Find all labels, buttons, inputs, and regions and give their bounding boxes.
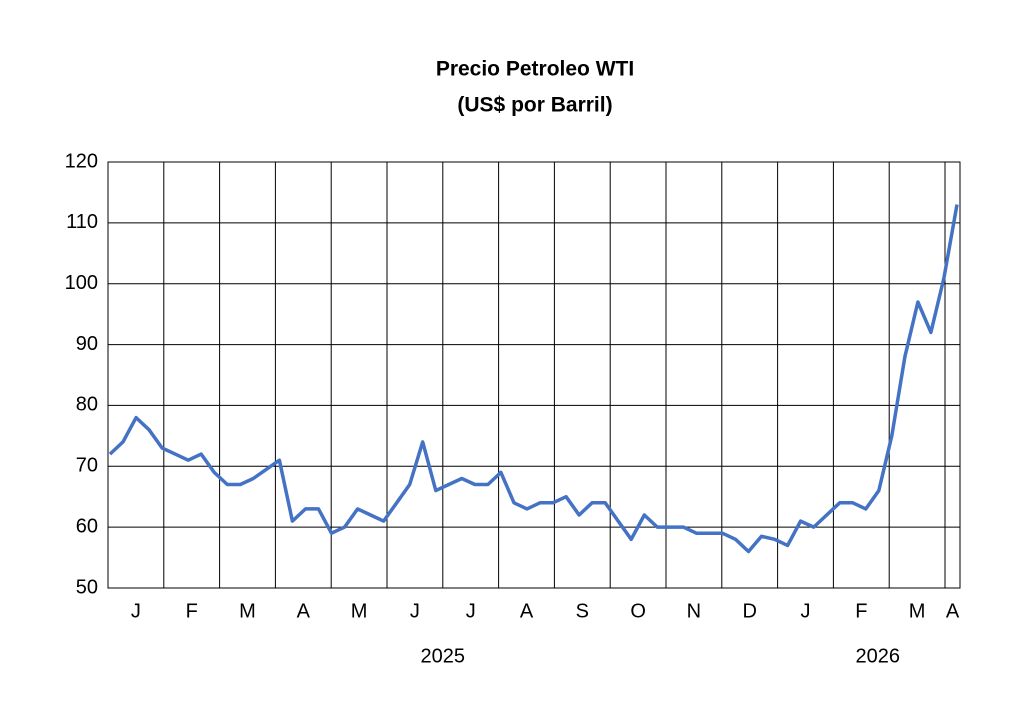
- x-tick-label: M: [909, 600, 926, 622]
- year-label: 2026: [856, 645, 901, 667]
- x-tick-label: J: [466, 600, 476, 622]
- x-tick-label: J: [410, 600, 420, 622]
- x-tick-label: A: [297, 600, 311, 622]
- price-line: [108, 204, 959, 554]
- y-tick-label: 120: [65, 150, 98, 172]
- chart-subtitle: (US$ por Barril): [457, 94, 612, 117]
- y-tick-label: 90: [76, 333, 98, 355]
- x-tick-label: J: [801, 600, 811, 622]
- y-tick-label: 110: [66, 211, 98, 233]
- x-tick-label: D: [742, 600, 756, 622]
- x-tick-label: S: [576, 600, 589, 622]
- plot-border: [107, 161, 961, 589]
- x-tick-label: M: [239, 600, 256, 622]
- x-tick-label: F: [186, 600, 198, 622]
- year-label: 2025: [421, 645, 466, 667]
- chart-title: Precio Petroleo WTI: [436, 58, 634, 81]
- x-tick-label: M: [351, 600, 368, 622]
- x-tick-label: J: [131, 600, 141, 622]
- y-tick-label: 60: [76, 515, 98, 537]
- x-tick-label: N: [687, 600, 701, 622]
- x-tick-label: A: [520, 600, 534, 622]
- x-tick-label: O: [630, 600, 646, 622]
- x-tick-label: A: [946, 600, 960, 622]
- y-tick-label: 50: [76, 576, 98, 598]
- x-tick-label: F: [855, 600, 867, 622]
- y-tick-label: 80: [76, 394, 98, 416]
- y-tick-label: 100: [65, 272, 98, 294]
- y-tick-label: 70: [76, 455, 98, 477]
